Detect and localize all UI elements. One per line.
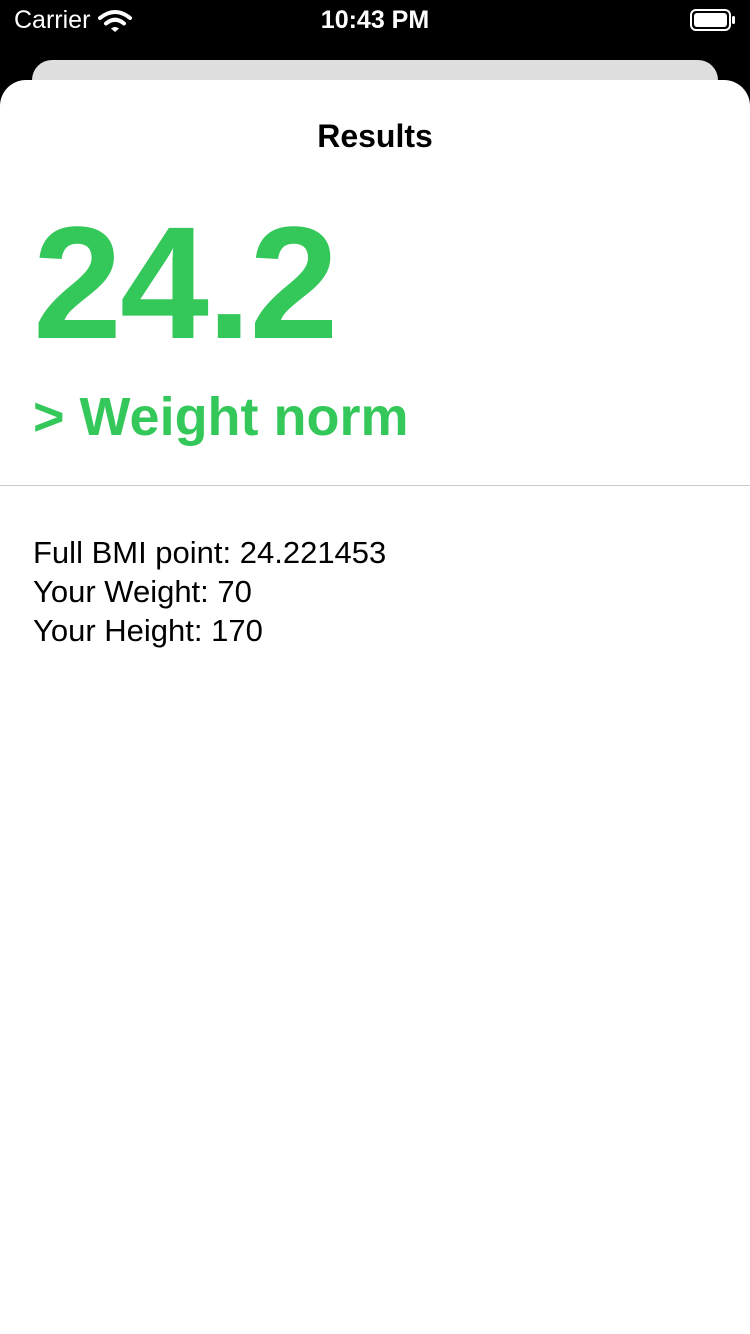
bmi-value: 24.2 [33,193,338,372]
carrier-label: Carrier [14,6,91,34]
divider [0,485,750,486]
status-time: 10:43 PM [320,6,430,34]
bmi-category: > Weight norm [33,387,409,447]
results-sheet: Results 24.2 > Weight norm Full BMI poin… [0,80,750,1334]
weight-text: Your Weight: 70 [33,574,252,609]
wifi-icon [98,9,132,33]
full-bmi-point-text: Full BMI point: 24.221453 [33,535,387,570]
page-title: Results [317,118,433,154]
battery-icon [690,9,736,31]
height-text: Your Height: 170 [33,613,263,648]
status-bar: Carrier 10:43 PM [0,0,750,40]
details-block: Full BMI point: 24.221453 Your Weight: 7… [33,533,713,650]
